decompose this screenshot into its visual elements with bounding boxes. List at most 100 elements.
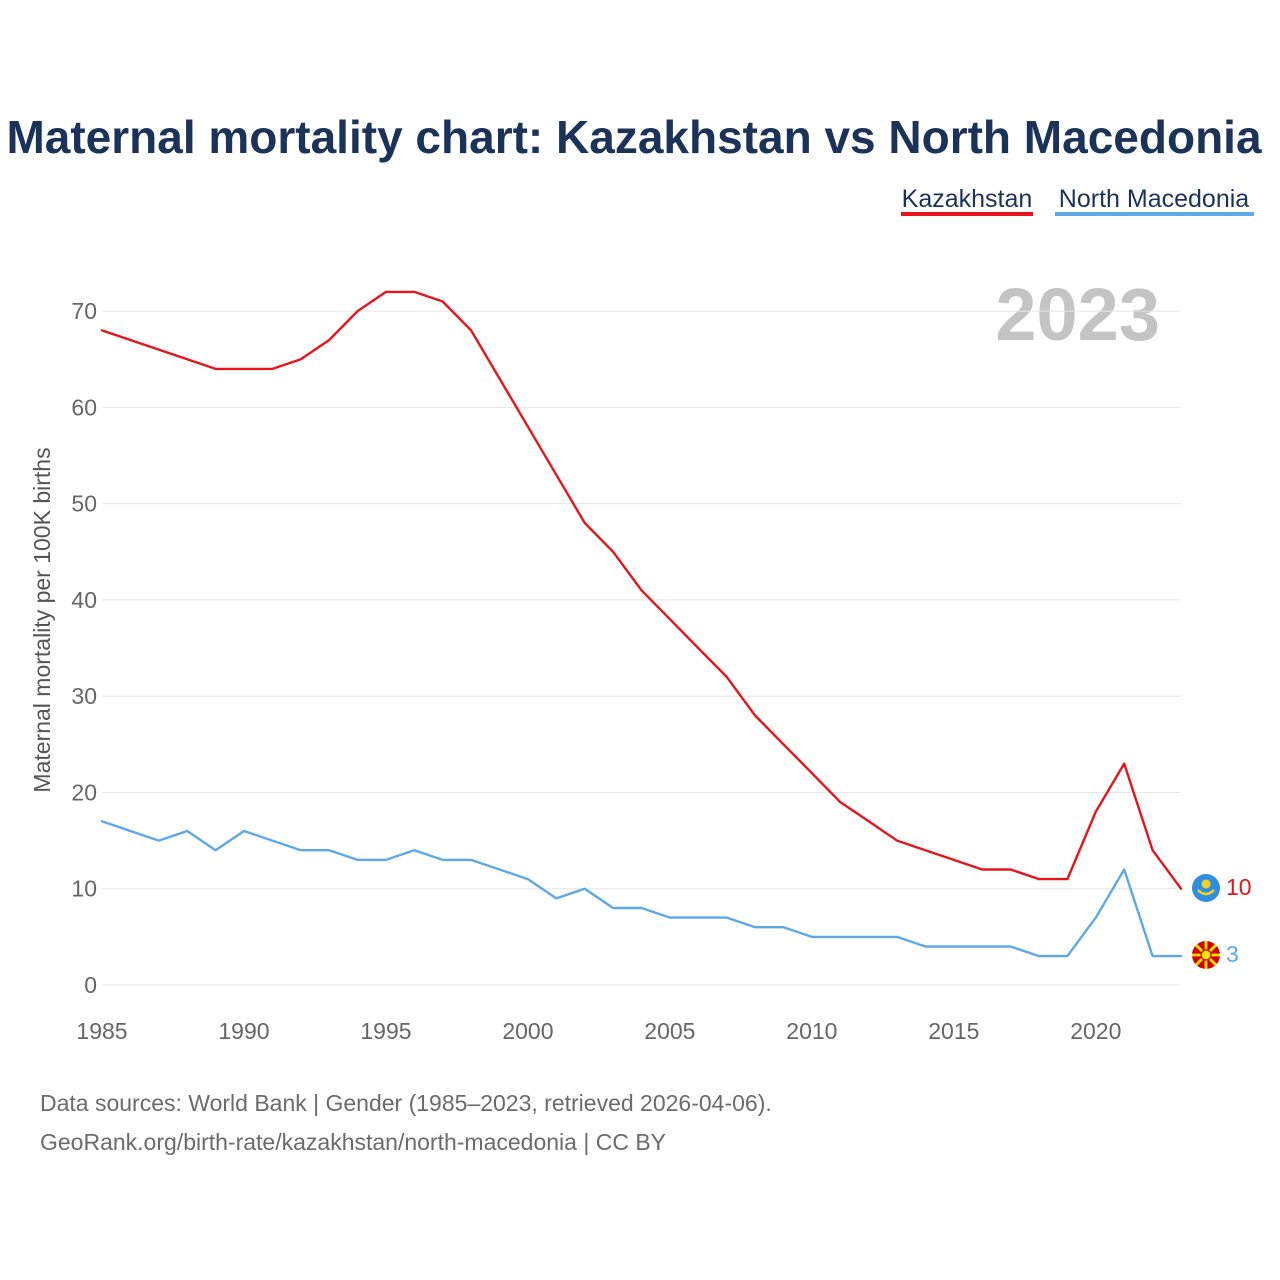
data-point-north-macedonia-2015[interactable] <box>951 944 956 949</box>
data-point-north-macedonia-2022[interactable] <box>1150 954 1155 959</box>
y-tick-label: 40 <box>71 587 97 613</box>
data-point-north-macedonia-1988[interactable] <box>185 828 190 833</box>
data-point-kazakhstan-2012[interactable] <box>866 819 871 824</box>
data-point-kazakhstan-2000[interactable] <box>525 424 530 429</box>
data-point-north-macedonia-2009[interactable] <box>781 925 786 930</box>
data-point-north-macedonia-2017[interactable] <box>1008 944 1013 949</box>
data-point-kazakhstan-2014[interactable] <box>923 848 928 853</box>
data-point-kazakhstan-1986[interactable] <box>128 338 133 343</box>
data-point-kazakhstan-1999[interactable] <box>497 376 502 381</box>
data-point-north-macedonia-2001[interactable] <box>554 896 559 901</box>
series-line-kazakhstan[interactable] <box>100 290 1183 890</box>
data-point-kazakhstan-2019[interactable] <box>1065 877 1070 882</box>
data-point-kazakhstan-2018[interactable] <box>1037 877 1042 882</box>
x-tick-label: 2010 <box>786 1018 837 1044</box>
data-point-kazakhstan-2010[interactable] <box>809 771 814 776</box>
data-point-kazakhstan-2022[interactable] <box>1150 848 1155 853</box>
data-point-kazakhstan-1996[interactable] <box>412 289 417 294</box>
data-point-kazakhstan-2013[interactable] <box>895 838 900 843</box>
data-point-kazakhstan-2023[interactable] <box>1179 886 1184 891</box>
legend-item-north-macedonia[interactable]: North Macedonia <box>1055 185 1254 216</box>
data-point-north-macedonia-1985[interactable] <box>100 819 105 824</box>
data-point-kazakhstan-2006[interactable] <box>696 646 701 651</box>
data-point-north-macedonia-1993[interactable] <box>327 848 332 853</box>
data-point-kazakhstan-1992[interactable] <box>298 357 303 362</box>
x-tick-label: 2015 <box>928 1018 979 1044</box>
data-point-kazakhstan-1993[interactable] <box>327 338 332 343</box>
x-tick-label: 1985 <box>76 1018 127 1044</box>
data-point-north-macedonia-2014[interactable] <box>923 944 928 949</box>
data-point-north-macedonia-2023[interactable] <box>1179 954 1184 959</box>
data-point-kazakhstan-2021[interactable] <box>1122 761 1127 766</box>
data-point-kazakhstan-1985[interactable] <box>100 328 105 333</box>
data-point-kazakhstan-2016[interactable] <box>980 867 985 872</box>
data-point-north-macedonia-1994[interactable] <box>355 857 360 862</box>
data-point-kazakhstan-2020[interactable] <box>1093 809 1098 814</box>
data-point-north-macedonia-1999[interactable] <box>497 867 502 872</box>
data-point-north-macedonia-1990[interactable] <box>241 828 246 833</box>
data-point-north-macedonia-1989[interactable] <box>213 848 218 853</box>
data-point-kazakhstan-2015[interactable] <box>951 857 956 862</box>
data-point-kazakhstan-2002[interactable] <box>582 520 587 525</box>
data-point-north-macedonia-1991[interactable] <box>270 838 275 843</box>
data-point-north-macedonia-2003[interactable] <box>611 905 616 910</box>
data-point-kazakhstan-1995[interactable] <box>383 289 388 294</box>
data-point-north-macedonia-2002[interactable] <box>582 886 587 891</box>
data-point-north-macedonia-1998[interactable] <box>469 857 474 862</box>
source-line-2[interactable]: GeoRank.org/birth-rate/kazakhstan/north-… <box>40 1129 666 1155</box>
series-line-north-macedonia[interactable] <box>100 820 1183 958</box>
data-point-kazakhstan-1997[interactable] <box>440 299 445 304</box>
data-point-kazakhstan-1990[interactable] <box>241 366 246 371</box>
data-point-north-macedonia-2012[interactable] <box>866 934 871 939</box>
north-macedonia-flag-icon <box>1192 941 1220 969</box>
y-tick-label: 20 <box>71 779 97 805</box>
data-point-kazakhstan-2017[interactable] <box>1008 867 1013 872</box>
legend-item-kazakhstan[interactable]: Kazakhstan <box>901 185 1033 216</box>
data-point-north-macedonia-2007[interactable] <box>724 915 729 920</box>
data-point-kazakhstan-1987[interactable] <box>156 347 161 352</box>
data-point-north-macedonia-2016[interactable] <box>980 944 985 949</box>
data-point-north-macedonia-2006[interactable] <box>696 915 701 920</box>
gridlines <box>102 310 1181 986</box>
data-point-north-macedonia-1995[interactable] <box>383 857 388 862</box>
data-point-north-macedonia-1996[interactable] <box>412 848 417 853</box>
data-point-north-macedonia-1992[interactable] <box>298 848 303 853</box>
series <box>100 289 1184 959</box>
data-point-north-macedonia-2005[interactable] <box>667 915 672 920</box>
data-point-kazakhstan-1991[interactable] <box>270 366 275 371</box>
data-point-kazakhstan-2005[interactable] <box>667 617 672 622</box>
series-points-kazakhstan <box>100 289 1184 891</box>
data-point-kazakhstan-2003[interactable] <box>611 549 616 554</box>
data-point-kazakhstan-1988[interactable] <box>185 357 190 362</box>
north-macedonia-end-marker: 3 <box>1192 941 1239 969</box>
data-point-north-macedonia-2010[interactable] <box>809 934 814 939</box>
data-point-kazakhstan-2004[interactable] <box>639 588 644 593</box>
data-point-north-macedonia-2000[interactable] <box>525 877 530 882</box>
data-point-north-macedonia-2011[interactable] <box>838 934 843 939</box>
legend-swatch-north-macedonia <box>1055 212 1254 216</box>
kazakhstan-flag-sun <box>1201 879 1211 889</box>
data-point-north-macedonia-2019[interactable] <box>1065 954 1070 959</box>
data-point-north-macedonia-2021[interactable] <box>1122 867 1127 872</box>
x-tick-label: 2020 <box>1070 1018 1121 1044</box>
data-point-north-macedonia-2018[interactable] <box>1037 954 1042 959</box>
data-point-kazakhstan-2009[interactable] <box>781 742 786 747</box>
data-point-north-macedonia-1987[interactable] <box>156 838 161 843</box>
y-axis-label: Maternal mortality per 100K births <box>29 447 55 792</box>
data-point-north-macedonia-2013[interactable] <box>895 934 900 939</box>
y-tick-label: 0 <box>84 972 97 998</box>
data-point-north-macedonia-2004[interactable] <box>639 905 644 910</box>
data-point-north-macedonia-2008[interactable] <box>753 925 758 930</box>
data-point-kazakhstan-2007[interactable] <box>724 674 729 679</box>
kazakhstan-flag-eagle <box>1197 889 1215 896</box>
data-point-kazakhstan-1998[interactable] <box>469 328 474 333</box>
data-point-kazakhstan-2008[interactable] <box>753 713 758 718</box>
data-point-kazakhstan-2001[interactable] <box>554 472 559 477</box>
kazakhstan-end-value: 10 <box>1226 874 1252 900</box>
data-point-kazakhstan-2011[interactable] <box>838 800 843 805</box>
data-point-north-macedonia-1997[interactable] <box>440 857 445 862</box>
data-point-kazakhstan-1989[interactable] <box>213 366 218 371</box>
data-point-north-macedonia-2020[interactable] <box>1093 915 1098 920</box>
data-point-north-macedonia-1986[interactable] <box>128 828 133 833</box>
data-point-kazakhstan-1994[interactable] <box>355 309 360 314</box>
